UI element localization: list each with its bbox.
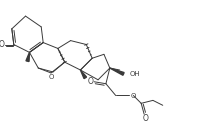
Text: O: O [48,74,54,80]
Text: OH: OH [129,71,140,77]
Text: O: O [0,40,5,49]
Text: O: O [142,114,148,122]
Text: O: O [131,94,136,99]
Polygon shape [80,70,87,79]
Polygon shape [26,52,29,61]
Text: O: O [87,77,93,86]
Polygon shape [110,68,124,75]
